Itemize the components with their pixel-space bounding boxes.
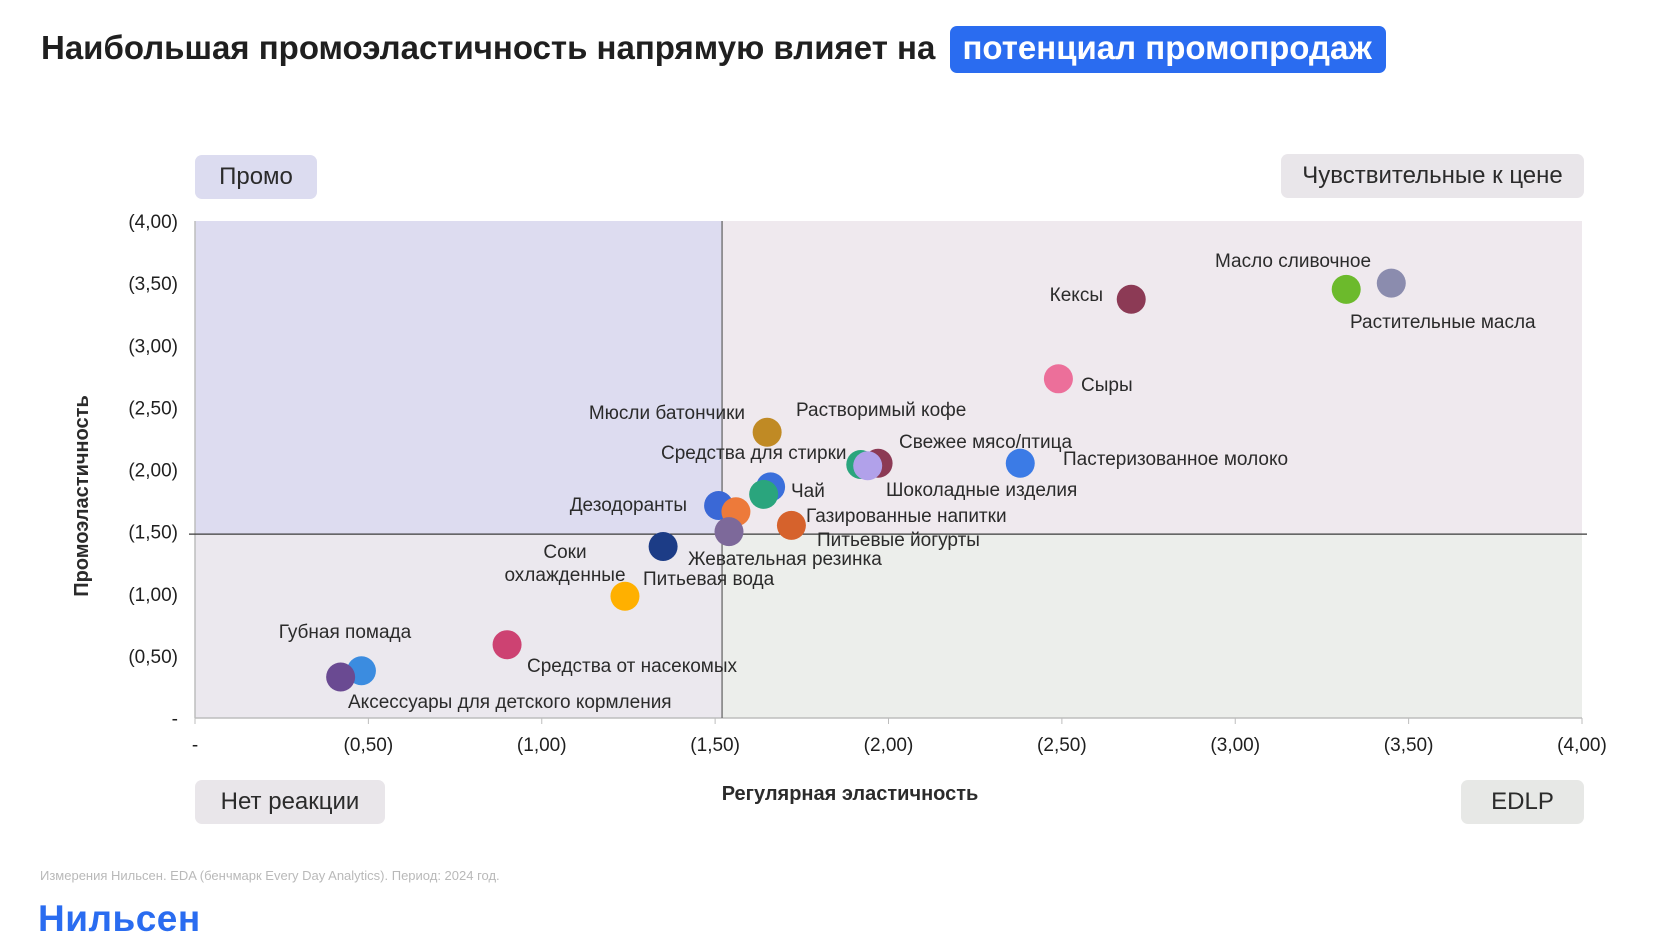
point-label: Средства от насекомых: [527, 656, 738, 677]
x-tick-label: (4,00): [1557, 735, 1607, 756]
x-tick-label: (1,00): [517, 735, 567, 756]
point-label: Соки: [543, 542, 586, 563]
data-point: [752, 417, 782, 447]
nielsen-logo: Нильсен: [38, 898, 201, 939]
data-point: [1005, 448, 1035, 478]
data-point: [648, 532, 678, 562]
data-point: [853, 451, 883, 481]
x-tick-label: (1,50): [690, 735, 740, 756]
data-point: [749, 479, 779, 509]
data-point: [326, 662, 356, 692]
point-label: Мюсли батончики: [589, 403, 745, 424]
data-point: [1376, 268, 1406, 298]
point-label: Сыры: [1081, 375, 1133, 396]
data-point: [714, 517, 744, 547]
point-label: Средства для стирки: [661, 443, 847, 464]
point-label: Питьевая вода: [643, 569, 775, 590]
point-label: Растительные масла: [1350, 312, 1536, 333]
point-label: Растворимый кофе: [796, 400, 966, 421]
y-tick-label: (1,00): [128, 585, 178, 606]
point-label: Газированные напитки: [806, 506, 1007, 527]
y-tick-label: (4,00): [128, 212, 178, 233]
quadrant-bg-edlp: [722, 534, 1582, 718]
quadrant-label-no-reaction: Нет реакции: [195, 780, 385, 824]
quadrant-bg-no-reaction: [195, 534, 723, 718]
data-point: [1043, 364, 1073, 394]
quadrant-label-promo-text: Промо: [219, 163, 293, 190]
point-label: Жевательная резинка: [688, 549, 882, 570]
data-point: [610, 581, 640, 611]
x-tick-label: (2,00): [864, 735, 914, 756]
data-point: [776, 510, 806, 540]
source-footnote: Измерения Нильсен. EDA (бенчмарк Every D…: [40, 868, 500, 883]
data-point: [1331, 274, 1361, 304]
point-label: Губная помада: [279, 622, 412, 643]
y-tick-label: -: [172, 709, 178, 730]
y-tick-label: (2,00): [128, 461, 178, 482]
title-text: Наибольшая промоэластичность напрямую вл…: [41, 29, 936, 66]
y-tick-label: (3,50): [128, 274, 178, 295]
x-axis-title: Регулярная эластичность: [722, 783, 979, 805]
quadrant-label-price-sensitive: Чувствительные к цене: [1281, 154, 1584, 198]
point-label: Пастеризованное молоко: [1063, 449, 1288, 470]
x-tick-label: (0,50): [344, 735, 394, 756]
data-point: [1116, 284, 1146, 314]
quadrant-label-price-sensitive-text: Чувствительные к цене: [1302, 162, 1563, 189]
point-label: охлажденные: [504, 565, 625, 586]
y-tick-label: (3,00): [128, 336, 178, 357]
data-point: [492, 630, 522, 660]
x-tick-label: (3,50): [1384, 735, 1434, 756]
quadrant-label-promo: Промо: [195, 155, 317, 199]
x-tick-label: -: [192, 735, 198, 756]
point-label: Аксессуары для детского кормления: [348, 692, 672, 713]
point-label: Свежее мясо/птица: [899, 432, 1072, 453]
point-label: Масло сливочное: [1215, 251, 1371, 272]
point-label: Питьевые йогурты: [817, 530, 980, 551]
quadrant-label-no-reaction-text: Нет реакции: [220, 788, 360, 815]
quadrant-bg-promo: [195, 221, 723, 535]
y-tick-label: (2,50): [128, 398, 178, 419]
y-tick-label: (1,50): [128, 523, 178, 544]
x-tick-label: (3,00): [1210, 735, 1260, 756]
y-axis-title: Промоэластичность: [71, 395, 93, 596]
page-title: Наибольшая промоэластичность напрямую вл…: [41, 26, 1386, 73]
point-label: Шоколадные изделия: [886, 480, 1077, 501]
y-tick-label: (0,50): [128, 647, 178, 668]
point-label: Дезодоранты: [570, 495, 687, 516]
point-label: Кексы: [1050, 285, 1103, 306]
quadrant-label-edlp-text: EDLP: [1491, 788, 1554, 815]
point-label: Чай: [791, 481, 825, 502]
quadrant-label-edlp: EDLP: [1461, 780, 1584, 824]
x-tick-label: (2,50): [1037, 735, 1087, 756]
title-highlight: потенциал промопродаж: [950, 26, 1386, 73]
quadrant-bg-price-sensitive: [722, 221, 1582, 535]
